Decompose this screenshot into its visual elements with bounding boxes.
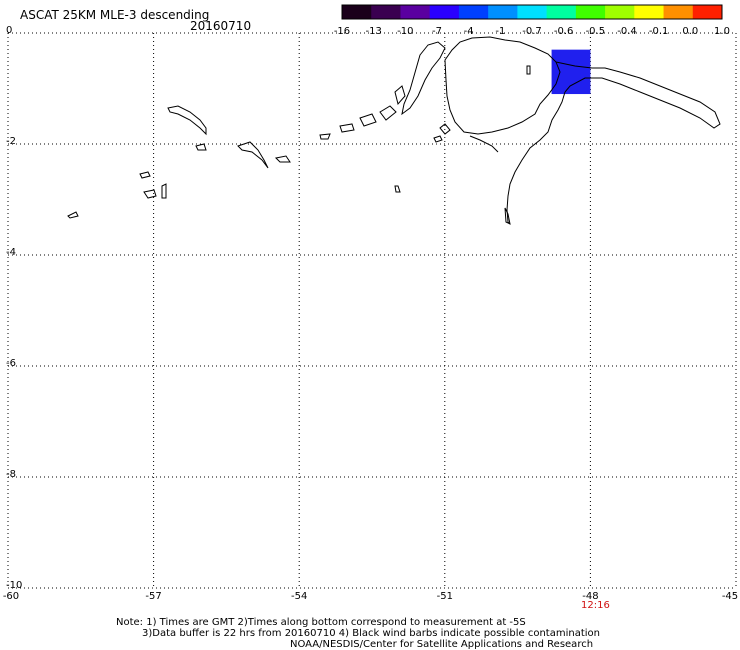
colorbar-label: -13	[365, 26, 382, 37]
colorbar-label: -0.1	[648, 26, 669, 37]
colorbar-border	[341, 4, 723, 20]
note-line-1: Note: 1) Times are GMT 2)Times along bot…	[116, 617, 526, 628]
coastline	[67, 36, 721, 225]
x-tick-label: -57	[145, 591, 162, 602]
colorbar-label: -0.4	[617, 26, 637, 37]
colorbar-label: -0.6	[553, 26, 574, 37]
colorbar-segment	[458, 5, 489, 19]
map-date: 20160710	[190, 19, 252, 33]
y-tick-label: -10	[6, 580, 23, 591]
lat-lon-grid	[7, 32, 737, 589]
y-tick-label: -2	[6, 136, 16, 147]
y-tick-label: -4	[6, 247, 16, 258]
x-tick-label: -45	[721, 591, 739, 602]
colorbar-segment	[488, 5, 518, 19]
x-tick-label: -60	[2, 591, 20, 602]
colorbar-label: -10	[397, 26, 414, 37]
colorbar	[341, 4, 723, 20]
colorbar-label: -1	[495, 26, 506, 37]
colorbar-segment	[692, 5, 723, 19]
colorbar-segment	[371, 5, 401, 19]
y-tick-label: -8	[6, 469, 16, 480]
note-line-3: NOAA/NESDIS/Center for Satellite Applica…	[290, 639, 594, 650]
y-tick-label: 0	[6, 25, 13, 36]
colorbar-label: -0.5	[585, 26, 606, 37]
colorbar-segment	[605, 5, 635, 19]
colorbar-label: 0.0	[682, 26, 699, 37]
x-tick-label: -51	[436, 591, 453, 602]
colorbar-segment	[429, 5, 460, 19]
colorbar-segment	[546, 5, 577, 19]
colorbar-label: -4	[463, 26, 474, 37]
colorbar-segment	[400, 5, 431, 19]
wind-data-patch	[551, 49, 591, 95]
colorbar-label: -7	[432, 26, 442, 37]
y-tick-label: -6	[6, 358, 16, 369]
note-line-2: 3)Data buffer is 22 hrs from 20160710 4)…	[142, 628, 600, 639]
colorbar-segment	[517, 5, 548, 19]
map-title: ASCAT 25KM MLE-3 descending	[20, 8, 210, 22]
colorbar-label: 1.0	[714, 26, 730, 37]
x-tick-label: -48	[582, 591, 599, 602]
colorbar-segment	[575, 5, 606, 19]
colorbar-label: -0.7	[522, 26, 542, 37]
colorbar-segment	[634, 5, 665, 19]
colorbar-label: -16	[333, 26, 351, 37]
time-marker: 12:16	[581, 600, 610, 611]
colorbar-segment	[663, 5, 694, 19]
colorbar-segment	[342, 5, 372, 19]
x-tick-label: -54	[291, 591, 308, 602]
